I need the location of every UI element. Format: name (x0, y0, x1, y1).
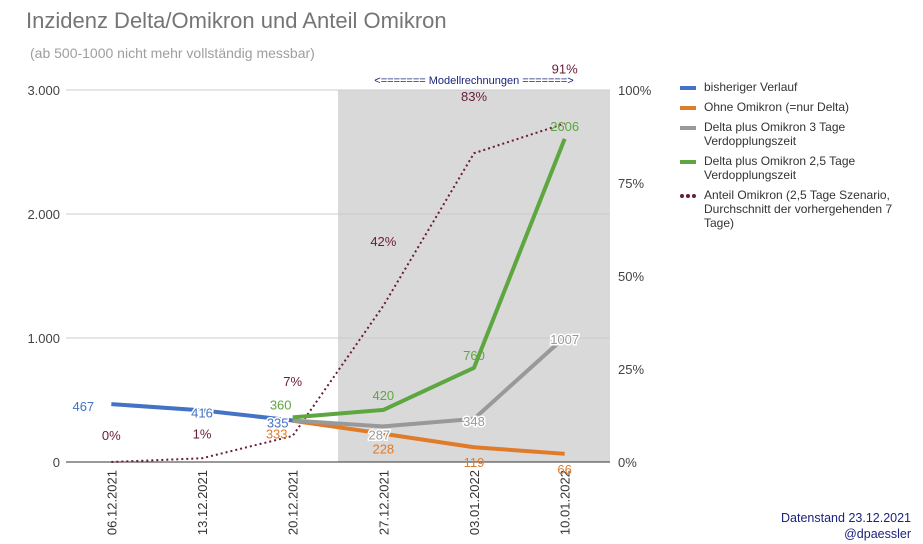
chart-subtitle: (ab 500-1000 nicht mehr vollständig mess… (30, 45, 315, 61)
data-label: 0% (102, 428, 121, 443)
series-line-0 (111, 402, 293, 423)
data-label: 7% (283, 374, 302, 389)
data-label: 1007 (550, 332, 579, 347)
model-region-label: <======= Modellrechnungen =======> (374, 75, 573, 87)
legend-swatch-bisheriger-verlauf (680, 86, 696, 90)
data-label: 760 (463, 348, 485, 363)
data-label: 42% (370, 234, 396, 249)
x-tick-label: 03.01.2022 (467, 470, 482, 535)
data-label: 420 (372, 388, 394, 403)
model-region-shading (338, 90, 610, 462)
legend-swatch-3-tage (680, 126, 696, 130)
y-left-tick-label: 0 (53, 455, 60, 470)
legend-swatch-ohne-omikron (680, 106, 696, 110)
x-tick-label: 06.12.2021 (104, 470, 119, 535)
legend-item: Ohne Omikron (=nur Delta) (680, 100, 920, 114)
y-right-tick-label: 100% (618, 83, 652, 98)
legend-label: Delta plus Omikron 3 Tage Verdopplungsze… (704, 120, 846, 148)
chart-title: Inzidenz Delta/Omikron und Anteil Omikro… (26, 8, 447, 33)
legend-item: Delta plus Omikron 2,5 Tage Verdopplungs… (680, 154, 920, 182)
legend-swatch-anteil-omikron (680, 194, 696, 198)
legend-swatch-2-5-tage (680, 160, 696, 164)
data-label: 2606 (550, 119, 579, 134)
y-left-tick-label: 1.000 (27, 331, 60, 346)
y-right-tick-label: 25% (618, 362, 644, 377)
data-source-note: Datenstand 23.12.2021 @dpaessler (781, 510, 911, 542)
data-label: 335 (267, 415, 289, 430)
legend-item: Anteil Omikron (2,5 Tage Szenario, Durch… (680, 188, 920, 230)
x-tick-label: 13.12.2021 (195, 470, 210, 535)
series-line-3 (292, 138, 567, 420)
data-label: 119 (464, 455, 485, 470)
y-left-tick-label: 3.000 (27, 83, 60, 98)
data-label: 228 (372, 442, 394, 457)
data-label: 83% (461, 89, 487, 104)
x-tick-label: 27.12.2021 (376, 470, 391, 535)
data-label: 416 (191, 405, 213, 420)
data-label: 467 (72, 399, 94, 414)
y-left-tick-label: 2.000 (27, 207, 60, 222)
data-label: 287 (368, 427, 390, 442)
data-label: 360 (270, 397, 292, 412)
source-date: Datenstand 23.12.2021 (781, 511, 911, 525)
legend-label: Anteil Omikron (2,5 Tage Szenario, Durch… (704, 188, 893, 230)
legend-label: bisheriger Verlauf (704, 80, 798, 94)
y-right-tick-label: 0% (618, 455, 637, 470)
chart-legend: bisheriger Verlauf Ohne Omikron (=nur De… (680, 80, 920, 236)
data-label: 333 (266, 427, 288, 442)
series-line-1 (292, 418, 565, 456)
data-label: 348 (463, 414, 485, 429)
legend-item: Delta plus Omikron 3 Tage Verdopplungsze… (680, 120, 920, 148)
data-label: 66 (557, 462, 571, 477)
y-right-tick-label: 50% (618, 269, 644, 284)
data-label: 91% (552, 61, 578, 76)
source-author: @dpaessler (844, 527, 911, 541)
legend-item: bisheriger Verlauf (680, 80, 920, 94)
series-line-4 (111, 122, 565, 463)
series-line-2 (292, 335, 567, 429)
legend-label: Ohne Omikron (=nur Delta) (704, 100, 850, 114)
y-right-tick-label: 75% (618, 176, 644, 191)
x-tick-label: 10.01.2022 (558, 470, 573, 535)
x-tick-label: 20.12.2021 (286, 470, 301, 535)
legend-label: Delta plus Omikron 2,5 Tage Verdopplungs… (704, 154, 856, 182)
data-label: 1% (193, 426, 212, 441)
